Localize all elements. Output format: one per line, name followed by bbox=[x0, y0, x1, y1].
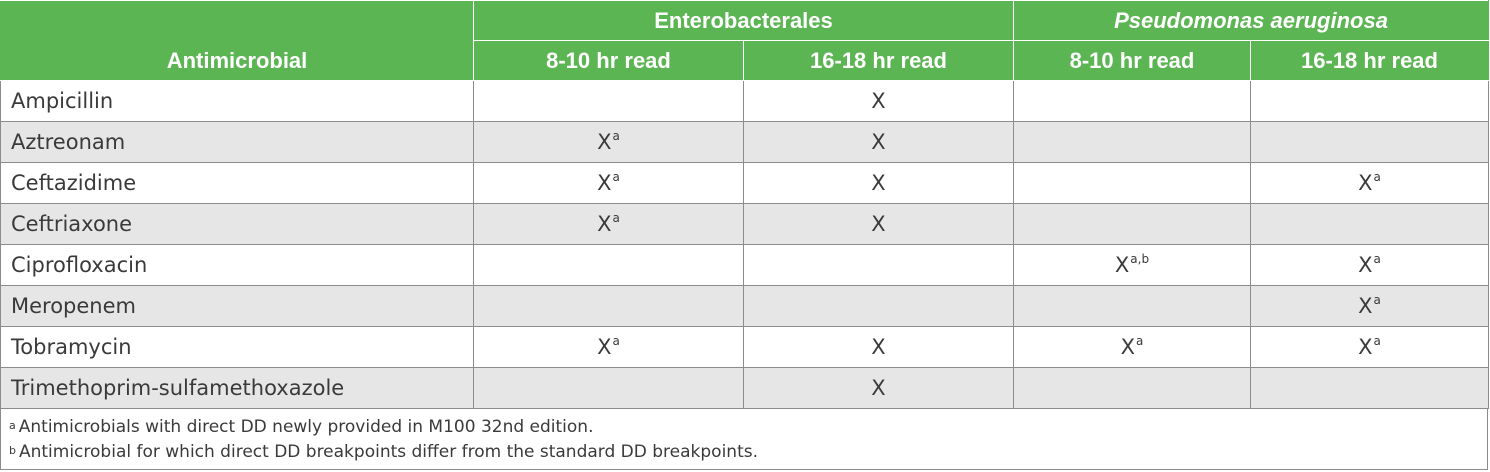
cell-mark: X bbox=[871, 212, 886, 236]
table-cell bbox=[1013, 162, 1251, 204]
cell-mark: X bbox=[871, 171, 886, 195]
cell-footnote-marker: a,b bbox=[1130, 252, 1150, 266]
table-cell: Xa bbox=[1249, 162, 1490, 204]
antimicrobial-column-header: Antimicrobial bbox=[0, 0, 474, 81]
cell-mark: X bbox=[871, 335, 886, 359]
table-cell bbox=[1249, 203, 1490, 245]
table-header: Antimicrobial Enterobacterales Pseudomon… bbox=[0, 0, 1490, 81]
table-cell bbox=[473, 285, 744, 327]
antimicrobial-name: Meropenem bbox=[0, 285, 474, 327]
table-row: Ceftriaxone Xa X bbox=[0, 203, 1490, 245]
table-body: Ampicillin X Aztreonam Xa X Ceftazidime Xa X Xa C… bbox=[0, 80, 1490, 409]
table-cell: Xa bbox=[473, 203, 744, 245]
table-row: Ciprofloxacin Xa,b Xa bbox=[0, 244, 1490, 286]
table-cell: X bbox=[743, 162, 1014, 204]
cell-mark: X bbox=[597, 171, 612, 195]
table-cell: X bbox=[743, 121, 1014, 163]
cell-mark: X bbox=[1358, 294, 1373, 318]
cell-mark: X bbox=[597, 335, 612, 359]
table-cell: X bbox=[743, 80, 1014, 122]
cell-footnote-marker: a bbox=[1373, 170, 1381, 184]
subheader-pseudo-16-18: 16-18 hr read bbox=[1249, 40, 1490, 81]
cell-footnote-marker: a bbox=[1136, 334, 1144, 348]
footnote-line: b Antimicrobial for which direct DD break… bbox=[9, 440, 1487, 465]
table-cell bbox=[1013, 80, 1251, 122]
table-cell bbox=[1013, 367, 1251, 409]
antimicrobial-name: Ceftazidime bbox=[0, 162, 474, 204]
table-cell bbox=[473, 244, 744, 286]
group-header-enterobacterales: Enterobacterales bbox=[473, 0, 1014, 41]
table-cell bbox=[1249, 80, 1490, 122]
cell-footnote-marker: a bbox=[1373, 252, 1381, 266]
table-row: Meropenem Xa bbox=[0, 285, 1490, 327]
cell-footnote-marker: a bbox=[1373, 293, 1381, 307]
antimicrobial-name: Ampicillin bbox=[0, 80, 474, 122]
cell-mark: X bbox=[1358, 171, 1373, 195]
footnotes: a Antimicrobials with direct DD newly pro… bbox=[0, 409, 1488, 470]
cell-mark: X bbox=[1114, 253, 1130, 277]
antimicrobial-name: Trimethoprim-sulfamethoxazole bbox=[0, 367, 474, 409]
table-row: Trimethoprim-sulfamethoxazole X bbox=[0, 367, 1490, 409]
table-cell: X bbox=[743, 203, 1014, 245]
table-cell: Xa bbox=[473, 162, 744, 204]
table-cell: Xa bbox=[1249, 285, 1490, 327]
table-cell: Xa bbox=[1249, 244, 1490, 286]
antimicrobial-name: Ceftriaxone bbox=[0, 203, 474, 245]
table-cell: Xa bbox=[1013, 326, 1251, 368]
subheader-entero-8-10: 8-10 hr read bbox=[473, 40, 744, 81]
table-cell bbox=[1013, 121, 1251, 163]
table-cell: Xa bbox=[473, 326, 744, 368]
cell-mark: X bbox=[1358, 253, 1373, 277]
cell-footnote-marker: a bbox=[612, 211, 620, 225]
subheader-pseudo-8-10: 8-10 hr read bbox=[1013, 40, 1251, 81]
antimicrobial-name: Ciprofloxacin bbox=[0, 244, 474, 286]
cell-mark: X bbox=[871, 130, 886, 154]
table-row: Tobramycin Xa X Xa Xa bbox=[0, 326, 1490, 368]
cell-footnote-marker: a bbox=[612, 129, 620, 143]
cell-mark: X bbox=[1120, 335, 1136, 359]
table-cell bbox=[473, 367, 744, 409]
table-cell: X bbox=[743, 367, 1014, 409]
antimicrobial-name: Tobramycin bbox=[0, 326, 474, 368]
table-cell bbox=[743, 285, 1014, 327]
table-cell bbox=[1013, 285, 1251, 327]
cell-mark: X bbox=[871, 89, 886, 113]
cell-mark: X bbox=[597, 130, 612, 154]
subheader-entero-16-18: 16-18 hr read bbox=[743, 40, 1014, 81]
footnote-text: Antimicrobials with direct DD newly prov… bbox=[18, 417, 594, 437]
cell-mark: X bbox=[1358, 335, 1373, 359]
cell-mark: X bbox=[597, 212, 612, 236]
cell-footnote-marker: a bbox=[612, 334, 620, 348]
group-header-pseudomonas: Pseudomonas aeruginosa bbox=[1012, 0, 1490, 41]
footnote-marker: b bbox=[9, 444, 16, 457]
antimicrobial-name: Aztreonam bbox=[0, 121, 474, 163]
table-cell bbox=[1249, 121, 1490, 163]
table-row: Ampicillin X bbox=[0, 80, 1490, 122]
footnote-marker: a bbox=[9, 419, 16, 432]
table-row: Aztreonam Xa X bbox=[0, 121, 1490, 163]
table-cell bbox=[743, 244, 1014, 286]
cell-footnote-marker: a bbox=[1373, 334, 1381, 348]
footnote-line: a Antimicrobials with direct DD newly pro… bbox=[9, 415, 1487, 440]
footnote-text: Antimicrobial for which direct DD breakp… bbox=[18, 442, 759, 462]
antimicrobial-table: Antimicrobial Enterobacterales Pseudomon… bbox=[0, 0, 1490, 409]
cell-footnote-marker: a bbox=[612, 170, 620, 184]
table-cell bbox=[1013, 203, 1251, 245]
table-cell bbox=[1249, 367, 1490, 409]
table-row: Ceftazidime Xa X Xa bbox=[0, 162, 1490, 204]
table-cell: Xa bbox=[473, 121, 744, 163]
cell-mark: X bbox=[871, 376, 886, 400]
table-cell bbox=[473, 80, 744, 122]
table-cell: X bbox=[743, 326, 1014, 368]
table-cell: Xa bbox=[1249, 326, 1490, 368]
table-cell: Xa,b bbox=[1013, 244, 1251, 286]
